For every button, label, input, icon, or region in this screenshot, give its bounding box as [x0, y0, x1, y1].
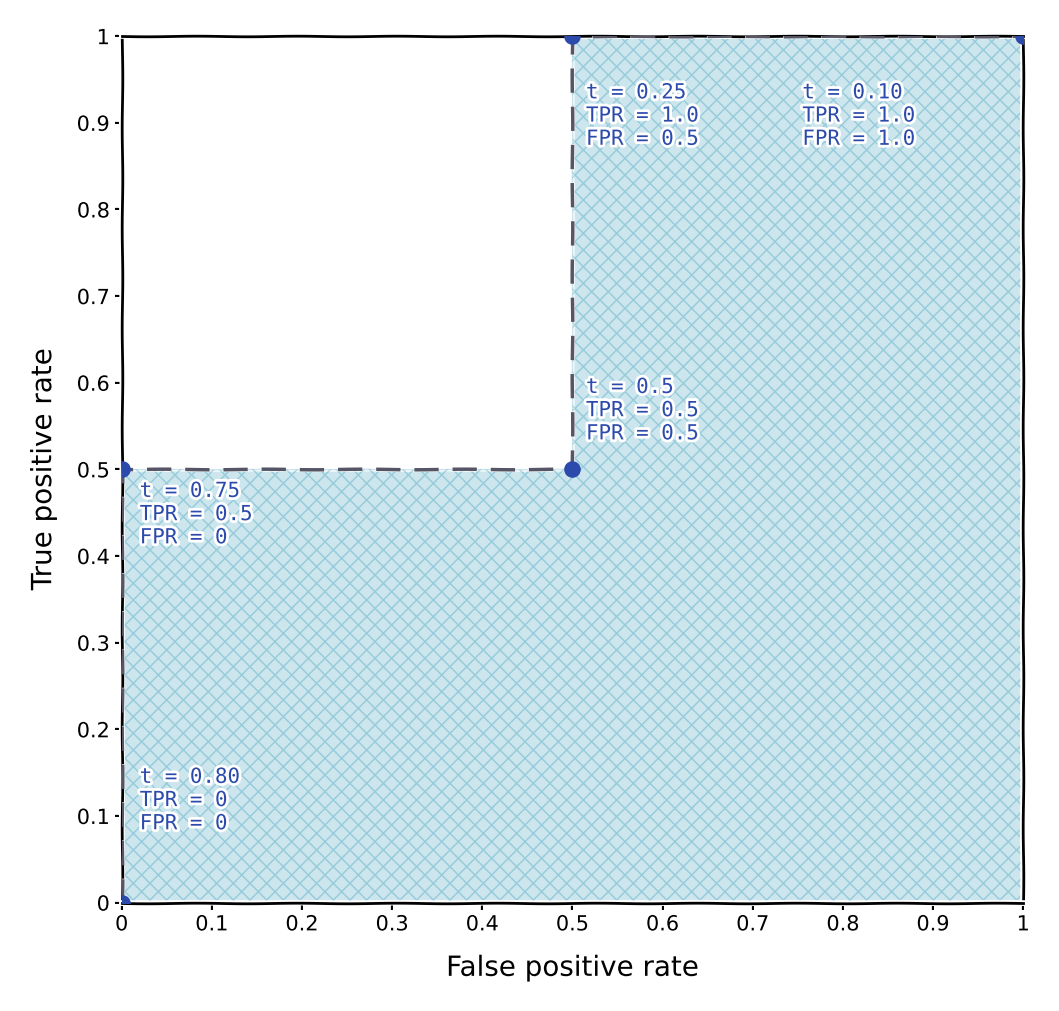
Point — [564, 462, 581, 478]
Text: t = 0.5
TPR = 0.5
FPR = 0.5: t = 0.5 TPR = 0.5 FPR = 0.5 — [586, 378, 700, 444]
Text: t = 0.25
TPR = 1.0
FPR = 0.5: t = 0.25 TPR = 1.0 FPR = 0.5 — [586, 83, 700, 150]
Text: t = 0.75
TPR = 0.5
FPR = 0: t = 0.75 TPR = 0.5 FPR = 0 — [140, 481, 253, 548]
Point — [564, 29, 581, 45]
Y-axis label: True positive rate: True positive rate — [30, 349, 57, 590]
X-axis label: False positive rate: False positive rate — [446, 954, 699, 982]
Point — [113, 462, 130, 478]
Point — [113, 895, 130, 911]
Point — [1015, 29, 1031, 45]
Text: t = 0.80
TPR = 0
FPR = 0: t = 0.80 TPR = 0 FPR = 0 — [140, 767, 240, 833]
Text: t = 0.10
TPR = 1.0
FPR = 1.0: t = 0.10 TPR = 1.0 FPR = 1.0 — [803, 83, 916, 150]
Polygon shape — [122, 37, 1023, 903]
